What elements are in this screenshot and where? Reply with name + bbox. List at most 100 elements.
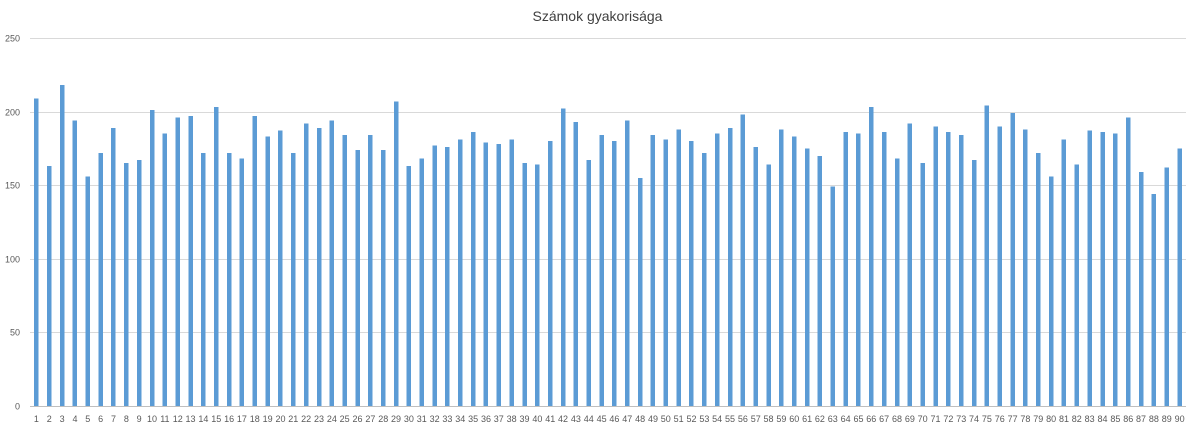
bar-63 [830, 186, 836, 406]
x-tick-label: 18 [250, 414, 260, 424]
bar-82 [1074, 164, 1080, 406]
x-tick-label: 70 [918, 414, 928, 424]
x-tick-label: 65 [853, 414, 863, 424]
x-tick-label: 78 [1020, 414, 1030, 424]
x-tick-label: 44 [584, 414, 594, 424]
bar-86 [1125, 117, 1131, 407]
x-tick-label: 58 [764, 414, 774, 424]
x-tick-label: 32 [430, 414, 440, 424]
bar-7 [111, 127, 116, 406]
x-tick-label: 74 [969, 414, 979, 424]
bar-11 [162, 133, 168, 406]
x-tick-label: 10 [147, 414, 157, 424]
bar-39 [522, 163, 527, 406]
bar-34 [458, 139, 463, 406]
bar-77 [1010, 113, 1015, 406]
bar-35 [470, 132, 476, 406]
y-tick-label: 100 [5, 255, 20, 265]
x-tick-label: 14 [198, 414, 208, 424]
bar-6 [98, 152, 103, 406]
bar-75 [984, 105, 990, 407]
bar-5 [85, 176, 91, 406]
x-tick-label: 75 [982, 414, 992, 424]
x-tick-label: 48 [635, 414, 645, 424]
bar-90 [1177, 148, 1182, 406]
x-tick-label: 27 [365, 414, 375, 424]
bar-31 [419, 158, 425, 406]
x-tick-label: 43 [571, 414, 581, 424]
bar-43 [573, 121, 579, 407]
bar-57 [753, 146, 758, 406]
bar-67 [881, 132, 887, 406]
bar-85 [1113, 133, 1118, 406]
bar-26 [355, 149, 360, 406]
x-tick-label: 55 [725, 414, 735, 424]
bar-47 [625, 120, 630, 407]
x-tick-label: 85 [1110, 414, 1120, 424]
x-tick-label: 82 [1072, 414, 1082, 424]
x-tick-label: 84 [1098, 414, 1108, 424]
x-tick-label: 45 [597, 414, 607, 424]
bar-87 [1138, 171, 1144, 406]
bar-42 [560, 108, 566, 406]
x-tick-label: 16 [224, 414, 234, 424]
x-tick-label: 73 [956, 414, 966, 424]
bar-38 [509, 139, 514, 406]
bar-73 [958, 135, 964, 406]
x-tick-label: 26 [353, 414, 363, 424]
bar-10 [149, 110, 155, 406]
x-tick-label: 54 [712, 414, 722, 424]
x-tick-label: 60 [789, 414, 799, 424]
bar-72 [946, 132, 951, 406]
x-tick-label: 53 [699, 414, 709, 424]
x-tick-label: 2 [47, 414, 52, 424]
y-tick-label: 200 [5, 108, 20, 118]
bar-46 [612, 141, 617, 407]
x-tick-label: 66 [866, 414, 876, 424]
bar-84 [1100, 132, 1105, 406]
bar-15 [213, 107, 219, 407]
x-tick-label: 6 [98, 414, 103, 424]
x-tick-label: 1 [34, 414, 39, 424]
bar-8 [124, 163, 129, 406]
x-tick-label: 89 [1162, 414, 1172, 424]
bar-32 [432, 145, 437, 406]
bar-17 [239, 158, 245, 406]
bar-55 [727, 127, 733, 406]
x-tick-label: 22 [301, 414, 311, 424]
bar-52 [689, 141, 694, 407]
bar-64 [843, 132, 848, 406]
bar-89 [1164, 167, 1169, 406]
bar-13 [188, 116, 193, 407]
bar-16 [226, 152, 232, 406]
x-tick-label: 34 [455, 414, 465, 424]
bar-27 [368, 135, 373, 406]
x-tick-label: 67 [879, 414, 889, 424]
x-tick-label: 88 [1149, 414, 1159, 424]
bar-25 [342, 135, 347, 406]
x-tick-label: 72 [943, 414, 953, 424]
y-tick-label: 150 [5, 181, 20, 191]
bar-19 [265, 136, 270, 406]
bar-4 [72, 120, 78, 407]
x-tick-label: 11 [160, 414, 169, 424]
bar-50 [663, 139, 669, 406]
x-tick-label: 33 [442, 414, 452, 424]
chart-title: Számok gyakorisága [532, 8, 663, 24]
bar-14 [201, 152, 206, 406]
x-tick-label: 86 [1123, 414, 1133, 424]
x-tick-label: 36 [481, 414, 491, 424]
x-tick-label: 71 [931, 414, 941, 424]
bar-28 [380, 149, 386, 406]
bar-48 [637, 177, 643, 406]
bar-12 [175, 117, 180, 407]
bar-9 [136, 160, 142, 406]
bar-21 [291, 152, 296, 406]
x-tick-label: 29 [391, 414, 401, 424]
y-tick-label: 50 [10, 328, 20, 338]
bar-24 [329, 120, 335, 407]
x-tick-label: 87 [1136, 414, 1146, 424]
x-tick-label: 50 [661, 414, 671, 424]
x-tick-label: 12 [173, 414, 183, 424]
x-tick-label: 42 [558, 414, 568, 424]
